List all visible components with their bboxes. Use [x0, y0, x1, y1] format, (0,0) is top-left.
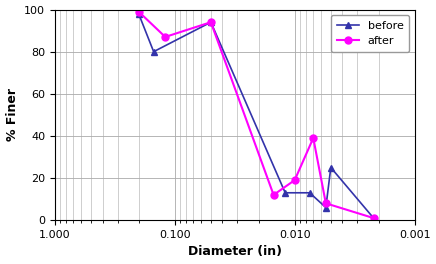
before [208, 21, 214, 24]
before [371, 216, 376, 220]
after [311, 136, 316, 140]
before [307, 191, 312, 194]
Y-axis label: % Finer: % Finer [6, 88, 19, 141]
before [328, 166, 334, 169]
after [136, 10, 141, 13]
before [151, 50, 156, 53]
after [271, 193, 276, 196]
after [371, 216, 376, 220]
Legend: before, after: before, after [331, 15, 409, 52]
after [208, 21, 214, 24]
before [283, 191, 288, 194]
after [292, 178, 297, 182]
before [136, 12, 141, 15]
after [163, 35, 168, 39]
X-axis label: Diameter (in): Diameter (in) [188, 246, 282, 258]
Line: before: before [135, 10, 377, 221]
before [323, 206, 328, 209]
after [323, 202, 328, 205]
Line: after: after [135, 8, 377, 221]
